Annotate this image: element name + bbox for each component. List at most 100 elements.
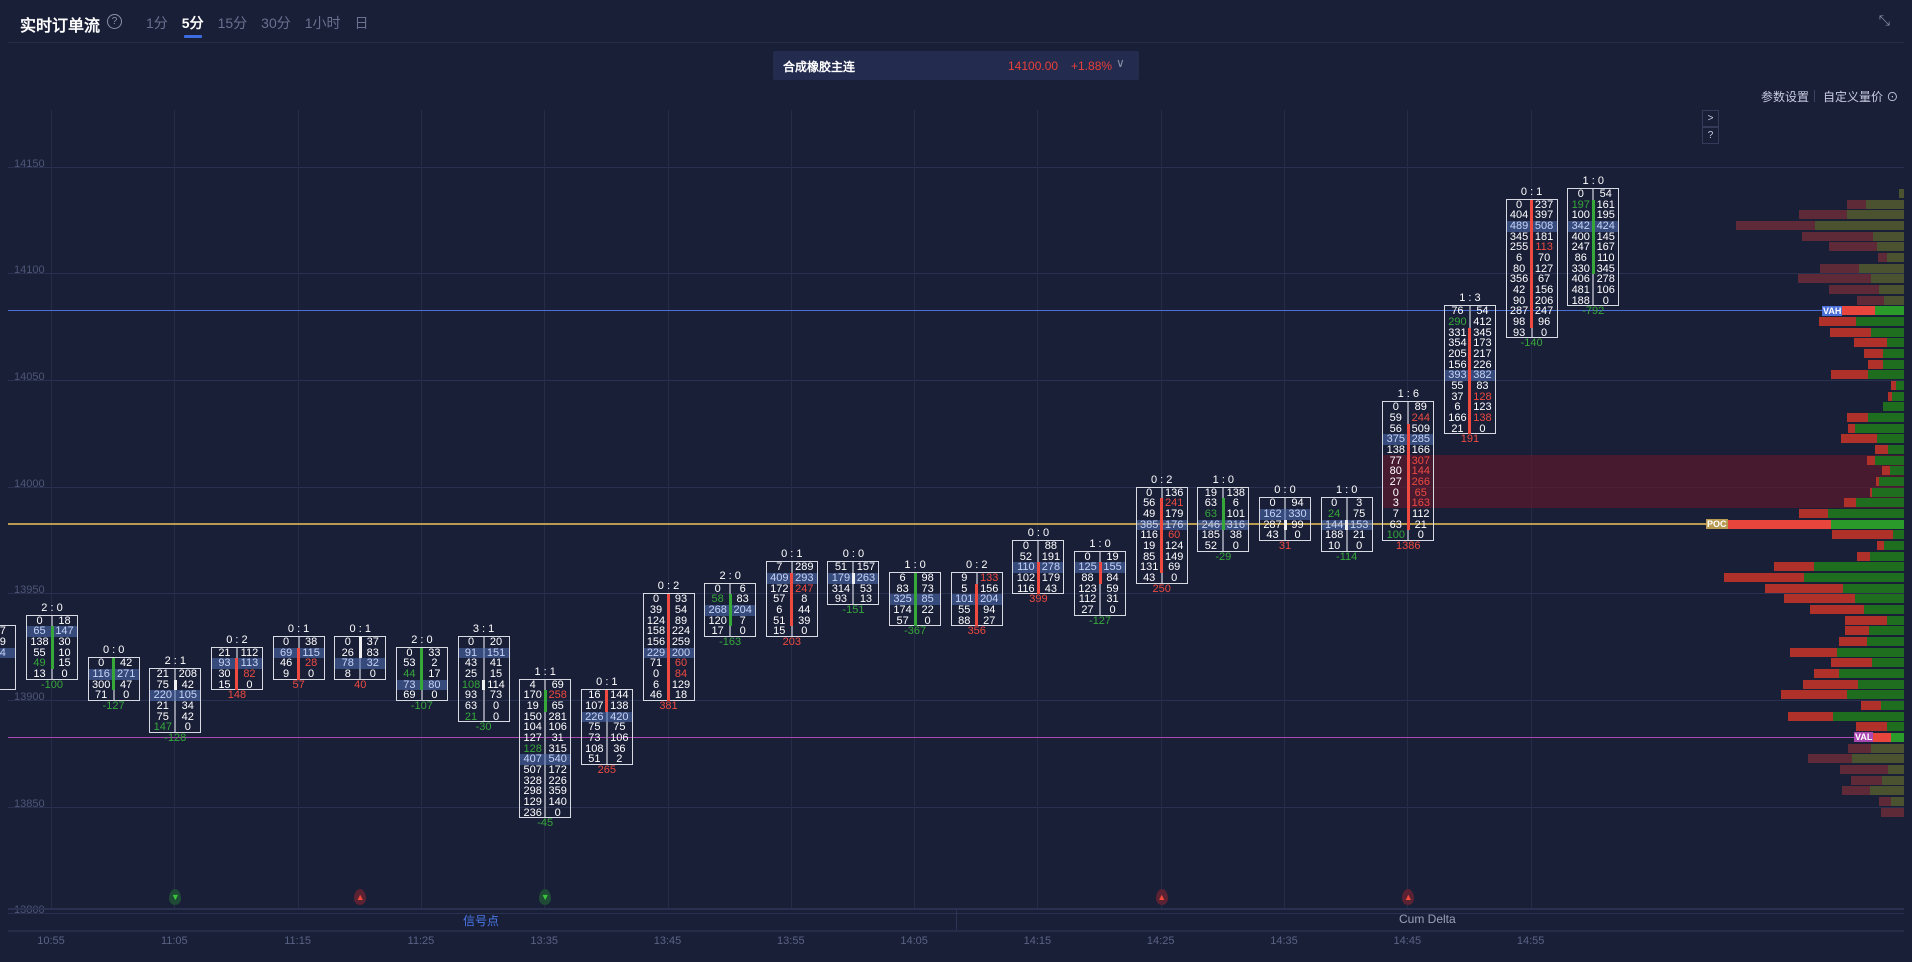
ask-volume: 67 <box>1537 273 1551 286</box>
time-axis-line <box>8 930 1904 932</box>
footprint-candle[interactable]: 76 54 290 412 331 345 354 173 205 217 156 226 393 382… <box>1443 305 1496 435</box>
tab-cum-delta[interactable]: Cum Delta <box>1399 912 1456 926</box>
custom-volume-price-button[interactable]: 自定义量价 ⊙ <box>1823 88 1898 105</box>
level-label-poc: POC <box>1706 519 1728 529</box>
ask-volume: 124 <box>1165 539 1184 552</box>
footprint-row: 407 540 <box>520 754 571 765</box>
ask-volume: 278 <box>1041 561 1061 574</box>
profile-bar-sell <box>1810 605 1864 614</box>
tab-signals[interactable]: 信号点 <box>463 914 500 928</box>
footprint-row: 55 94 <box>952 605 1002 616</box>
params-settings-button[interactable]: 参数设置 <box>1761 90 1810 104</box>
candle-body-bar <box>1530 199 1534 328</box>
tab-timeframe[interactable]: 30分 <box>261 15 291 31</box>
footprint-row: 331 345 <box>1445 326 1495 339</box>
footprint-row: 93 73 <box>459 690 509 701</box>
candle-delta: -114 <box>1336 550 1358 563</box>
bid-volume: 65 <box>33 625 46 638</box>
time-tick-label: 11:15 <box>284 935 311 947</box>
footprint-candle[interactable]: 0 19 125 155 88 84 123 59 112 31 27 0 <box>1074 550 1127 616</box>
footprint-candle[interactable]: 7 289 409 293 172 247 57 8 6 44 51 39 15 0 <box>765 561 818 637</box>
bid-volume: 172 <box>770 582 789 595</box>
footprint-row <box>0 658 15 669</box>
footprint-candle[interactable]: 0 136 56 241 49 179 385 176 116 60 19 124 85 149 131 69… <box>1135 486 1188 584</box>
symbol-change: +1.88% <box>1071 59 1113 73</box>
signal-down-icon[interactable]: ▼ <box>169 889 182 905</box>
candle-imbalance-count: 0 : 2 <box>226 633 248 646</box>
tab-timeframe[interactable]: 1分 <box>146 15 168 31</box>
signal-up-icon[interactable]: ▲ <box>1155 889 1168 905</box>
tab-timeframe[interactable]: 1小时 <box>304 15 341 31</box>
footprint-candle[interactable]: 6 98 83 73 325 85 174 22 57 0 <box>889 572 942 627</box>
ask-volume: 149 <box>1165 550 1184 563</box>
footprint-candle[interactable]: 0 94 162 330 287 99 43 0 <box>1259 497 1311 541</box>
footprint-candle[interactable]: 21 112 93 113 30 82 15 0 <box>210 646 263 691</box>
footprint-candle[interactable]: 0 88 52 191 110 278 102 179 116 43 <box>1012 540 1065 595</box>
footprint-candle[interactable]: 21 208 75 42 220 105 21 34 75 42 147 0 <box>149 668 202 733</box>
bid-volume: 110 <box>1017 561 1035 574</box>
expand-button[interactable]: > <box>1702 110 1719 127</box>
ask-volume: 345 <box>1473 326 1492 339</box>
profile-bar-sell <box>1876 477 1879 486</box>
bid-volume: 49 <box>33 657 46 670</box>
symbol-selector[interactable]: 合成橡胶主连 14100.00 +1.88% ∨ <box>773 51 1139 80</box>
footprint-candle[interactable]: 0 89 59 244 56 509 375 285 138 166 77 307 80 144 27 266… <box>1382 401 1435 541</box>
footprint-candle[interactable]: 16 144 107 138 226 420 75 75 73 106 108 36 51 2 <box>580 689 633 765</box>
footprint-candle[interactable]: 0 20 91 151 43 41 25 15 108 114 93 73 63 0 21 0 <box>457 636 510 723</box>
footprint-candle[interactable]: 4 69 170 258 19 65 150 281 104 106 127 31 128 315 407 5… <box>519 678 572 819</box>
footprint-candle[interactable]: 0 33 53 2 44 17 73 80 69 0 <box>395 646 448 701</box>
ask-volume: 382 <box>1473 369 1492 382</box>
timeframe-tabs: 1分 5分 15分 30分 1小时日 <box>146 13 383 38</box>
bid-volume: 80 <box>1512 262 1526 275</box>
footprint-candle[interactable]: 0 37 26 83 78 32 8 0 <box>334 636 387 680</box>
profile-bar-buy <box>1866 199 1904 209</box>
footprint-candle[interactable]: 0 6 58 83 268 204 120 7 17 0 <box>704 582 757 637</box>
ask-volume: 241 <box>1165 497 1184 510</box>
ask-volume: 3 <box>1356 497 1363 510</box>
ask-volume: 101 <box>1226 507 1246 520</box>
footprint-candle[interactable]: 19 138 63 6 63 101 246 316 185 38 52 0 <box>1197 486 1250 552</box>
candle-body-bar <box>1160 498 1164 573</box>
footprint-candle[interactable]: 0 54 197 161 100 195 342 424 400 145 247 167 86 110 33… <box>1567 188 1620 307</box>
ask-volume: 237 <box>1534 198 1554 211</box>
signal-up-icon[interactable]: ▲ <box>354 889 367 905</box>
bid-volume: 46 <box>279 657 293 670</box>
profile-bar-sell <box>1784 594 1855 604</box>
profile-bar-buy <box>1868 413 1904 422</box>
profile-bar-sell <box>1872 732 1891 742</box>
tab-timeframe[interactable]: 日 <box>354 15 369 31</box>
footprint-row: 21 112 <box>212 647 262 659</box>
footprint-candle[interactable]: 0 237 404 397 489 508 345 181 255 113 6 70 80 127 356 6… <box>1505 198 1558 339</box>
tab-timeframe[interactable]: 15分 <box>217 15 248 31</box>
ask-volume: 44 <box>798 603 811 616</box>
chart-help-button[interactable]: ? <box>1702 127 1719 144</box>
footprint-candle[interactable]: 0 93 39 54 124 89 158 224 156 259 229 200 71 60 0 84 6 12… <box>642 593 695 702</box>
bid-volume: 91 <box>464 646 478 659</box>
footprint-candle[interactable]: 0 18 65 147 138 30 55 10 49 15 13 0 <box>26 614 78 680</box>
ask-volume: 60 <box>674 657 688 670</box>
profile-bar-sell <box>1774 562 1814 572</box>
ask-volume: 13 <box>859 593 873 606</box>
bid-volume: 43 <box>1266 529 1279 542</box>
candle-divider <box>482 637 485 722</box>
profile-bar-buy <box>1888 445 1904 454</box>
ask-volume: 65 <box>1414 486 1427 499</box>
profile-bar-sell <box>1802 231 1873 241</box>
signal-down-icon[interactable]: ▼ <box>539 889 552 905</box>
footprint-candle[interactable]: 51 157 179 263 314 53 93 13 <box>827 561 880 606</box>
footprint-candle[interactable]: 9 133 5 156 101 204 55 94 88 27 <box>950 572 1003 627</box>
bid-volume: 131 <box>1140 561 1159 574</box>
tab-timeframe[interactable]: 5分 <box>181 15 204 38</box>
footprint-candle[interactable]: 0 42 116 271 300 47 71 0 <box>87 657 140 701</box>
ask-volume: 18 <box>674 689 688 702</box>
footprint-row: 16 144 <box>582 690 632 701</box>
footprint-candle[interactable]: 0 38 69 115 46 28 9 0 <box>272 636 325 680</box>
candle-body-bar <box>112 658 116 691</box>
footprint-candle[interactable]: 0 3 24 75 144 153 188 21 10 0 <box>1320 497 1373 552</box>
collapse-icon[interactable]: ⤡ <box>1878 12 1890 28</box>
help-icon[interactable]: ? <box>107 14 122 29</box>
ask-volume: 19 <box>1106 550 1119 563</box>
signal-up-icon[interactable]: ▲ <box>1402 889 1415 905</box>
profile-bar-sell <box>1888 391 1892 401</box>
